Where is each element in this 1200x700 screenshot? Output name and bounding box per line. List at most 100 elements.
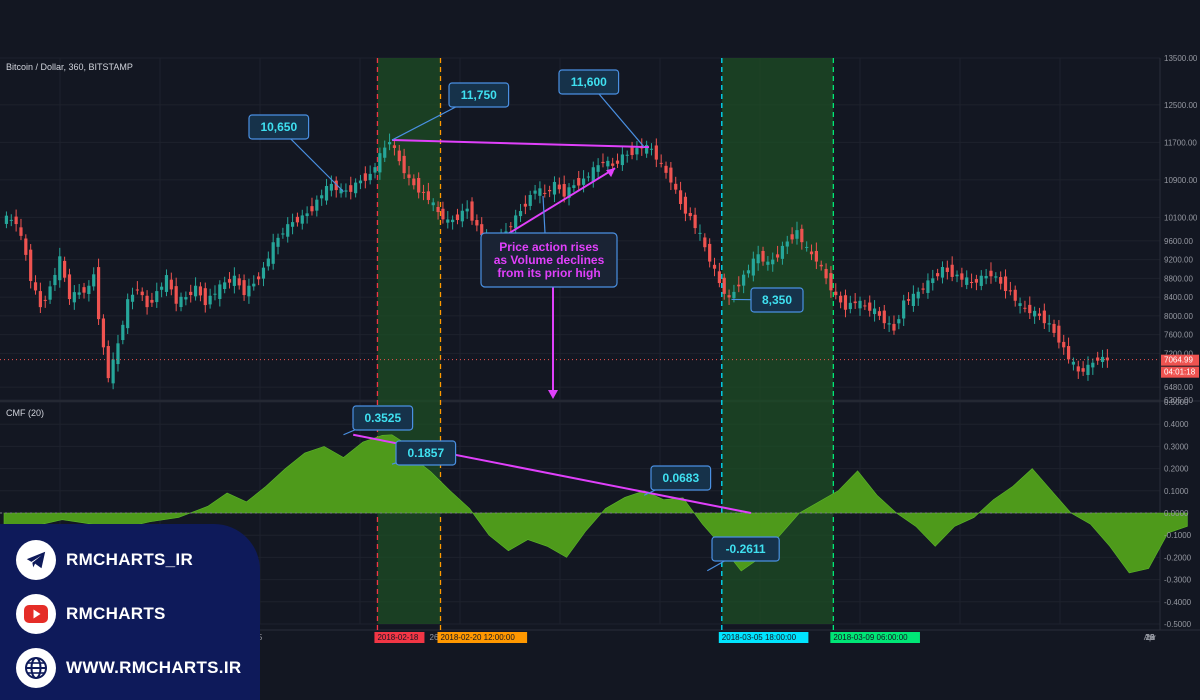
candle-body [989, 270, 993, 277]
candle-body [305, 213, 309, 217]
cmf-area [3, 434, 1188, 574]
candle-body [218, 284, 222, 299]
candle-body [771, 259, 775, 265]
candle-body [261, 267, 266, 279]
candle-body [24, 238, 28, 255]
cmf-axis-tick: 0.4000 [1164, 420, 1189, 429]
candle-body [310, 206, 314, 212]
candle-body [164, 275, 169, 292]
candle-body [193, 285, 198, 297]
candle-body [421, 191, 426, 193]
price-axis-tick: 8800.00 [1164, 274, 1193, 283]
candle-body [805, 246, 809, 248]
date-tag: 2018-02-18 [377, 633, 418, 642]
candle-body [868, 302, 872, 311]
price-axis-tick: 8000.00 [1164, 312, 1193, 321]
candle-body [407, 174, 411, 178]
callout-value: 11,600 [571, 75, 607, 89]
candle-body [557, 184, 561, 190]
candle-body [848, 302, 852, 310]
candle-body [756, 254, 760, 264]
candle-body [1100, 356, 1105, 362]
promo-telegram[interactable]: RMCHARTS_IR [16, 540, 193, 580]
callout-box [750, 287, 804, 313]
candle-body [116, 343, 120, 365]
candle-body [708, 243, 712, 262]
promo-panel: RMCHARTS_IR RMCHARTS WWW.RMCHARTS.IR [0, 524, 260, 700]
cmf-axis-tick: 0.5000 [1164, 398, 1189, 407]
candle-body [625, 154, 629, 156]
callout-box [448, 82, 510, 108]
candle-body [853, 301, 857, 304]
candle-body [92, 274, 96, 287]
candle-body [412, 178, 416, 186]
callout-value: 10,650 [260, 120, 297, 134]
candle-body [543, 192, 547, 194]
annotation-text-line: from its prior high [497, 266, 600, 280]
candle-body [431, 202, 435, 206]
candle-body [698, 232, 702, 234]
rising-line-arrowhead [606, 168, 616, 178]
time-axis-tick: Apr [1144, 633, 1157, 642]
candle-body [916, 291, 920, 299]
candle-body [1018, 303, 1022, 307]
candle-body [232, 275, 236, 286]
candle-body [950, 264, 954, 277]
candle-body [1071, 361, 1076, 365]
callout-box [711, 536, 780, 562]
candle-body [363, 173, 367, 181]
candle-body [63, 260, 67, 278]
candle-body [795, 230, 799, 239]
candle-body [1086, 364, 1090, 376]
price-axis-tick: 6205.00 [1164, 396, 1193, 405]
price-axis-labels: 13500.00 12500.00 11700.00 10900.00 10100.00… [1164, 54, 1198, 405]
price-axis-tick: 13500.00 [1164, 54, 1198, 63]
promo-website[interactable]: WWW.RMCHARTS.IR [16, 648, 241, 688]
candle-body [649, 148, 654, 150]
candle-body [664, 165, 668, 173]
candle-body [902, 300, 906, 319]
candle-body [257, 276, 261, 280]
candle-body [562, 184, 566, 197]
candle-body [761, 250, 765, 262]
candle-body [674, 183, 678, 190]
telegram-handle: RMCHARTS_IR [66, 550, 194, 569]
time-axis-tick: 26 [430, 633, 439, 642]
symbol-title: Bitcoin / Dollar, 360, BITSTAMP [6, 62, 133, 72]
candle-body [397, 150, 401, 162]
candle-body [872, 308, 877, 315]
candle-body [315, 199, 319, 211]
cmf-axis-tick: -0.4000 [1164, 598, 1192, 607]
candle-body [1013, 289, 1017, 301]
candle-body [567, 187, 571, 198]
candle-body [572, 185, 576, 188]
callout-value: -0.2611 [726, 542, 766, 556]
date-tag-bg [830, 632, 920, 643]
price-axis-tick: 10900.00 [1164, 176, 1198, 185]
candle-body [455, 214, 460, 221]
candle-body [1003, 276, 1008, 292]
callout-price-10650: 10,650 [248, 114, 344, 193]
time-axis-tick: 12 [1146, 633, 1155, 642]
price-axis-tick: 8400.00 [1164, 293, 1193, 302]
price-axis-tick: 12500.00 [1164, 101, 1198, 110]
candle-body [465, 208, 469, 212]
candle-body [451, 219, 455, 223]
candle-body [101, 318, 106, 348]
cmf-axis-tick: -0.2000 [1164, 553, 1192, 562]
candle-body [480, 224, 484, 236]
candle-body [111, 359, 115, 384]
candle-body [906, 299, 911, 301]
highlight-zone-1 [377, 58, 441, 624]
candle-body [145, 295, 149, 308]
candle-body [169, 279, 173, 290]
candle-body [630, 147, 634, 156]
candle-body [717, 271, 721, 284]
candle-body [334, 180, 338, 191]
promo-youtube[interactable]: RMCHARTS [16, 594, 166, 634]
candle-body [213, 293, 217, 295]
candle-body [82, 287, 86, 293]
candle-body [601, 161, 605, 164]
candle-body [1047, 323, 1051, 325]
